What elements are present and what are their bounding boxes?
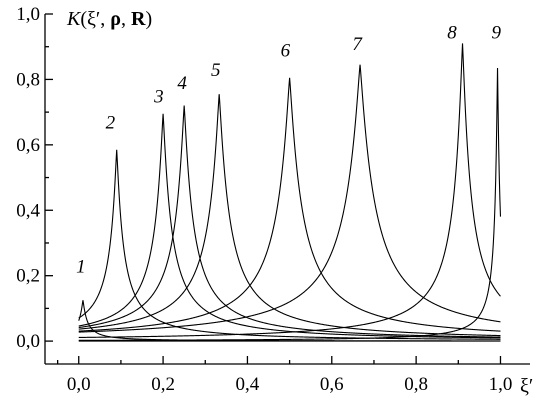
- curve-label-7: 7: [352, 34, 363, 55]
- x-tick-label-3: 0,6: [320, 374, 344, 395]
- curve-7: [78, 64, 501, 333]
- curve-9: [78, 67, 502, 341]
- curve-label-8: 8: [447, 23, 457, 44]
- x-axis-title: ξ′: [520, 375, 533, 397]
- y-tick-label-2: 0,4: [16, 200, 40, 221]
- curve-label-4: 4: [177, 73, 187, 94]
- curve-6: [78, 77, 501, 332]
- y-axis-title-part-0: K: [66, 8, 82, 30]
- curve-label-3: 3: [153, 86, 164, 107]
- curve-label-1: 1: [76, 256, 86, 277]
- y-axis-title: K(ξ′, ρ, R): [66, 8, 152, 30]
- curve-label-5: 5: [211, 60, 221, 81]
- curve-label-6: 6: [281, 41, 291, 62]
- x-tick-label-5: 1,0: [489, 374, 513, 395]
- y-axis-title-part-2: ρ: [110, 8, 121, 30]
- curve-label-2: 2: [106, 112, 116, 133]
- y-axis-title-part-1: (ξ′,: [80, 8, 110, 30]
- y-tick-label-5: 1,0: [16, 4, 40, 25]
- x-tick-label-1: 0,2: [151, 374, 175, 395]
- y-axis-title-part-5: ): [145, 8, 152, 30]
- labels: 0,0 0,2 0,4 0,6 0,8 1,0 0,0 0,2 0,4 0,6 0,8 1,0 K(ξ′…: [16, 4, 533, 397]
- axes: [44, 13, 530, 365]
- curve-4: [78, 105, 501, 338]
- y-axis-title-part-4: R: [131, 8, 146, 30]
- curve-2: [78, 149, 501, 340]
- curve-label-9: 9: [492, 23, 502, 44]
- y-axis-title-part-3: ,: [121, 8, 131, 30]
- x-tick-label-2: 0,4: [236, 374, 260, 395]
- y-tick-label-3: 0,6: [16, 135, 40, 156]
- y-tick-label-4: 0,8: [16, 69, 40, 90]
- y-tick-label-0: 0,0: [16, 331, 40, 352]
- curves: [78, 43, 502, 342]
- curve-3: [78, 113, 501, 339]
- curve-8: [78, 43, 501, 339]
- curve-5: [78, 94, 501, 337]
- y-tick-label-1: 0,2: [16, 266, 40, 287]
- x-tick-label-4: 0,8: [404, 374, 428, 395]
- x-tick-label-0: 0,0: [67, 374, 91, 395]
